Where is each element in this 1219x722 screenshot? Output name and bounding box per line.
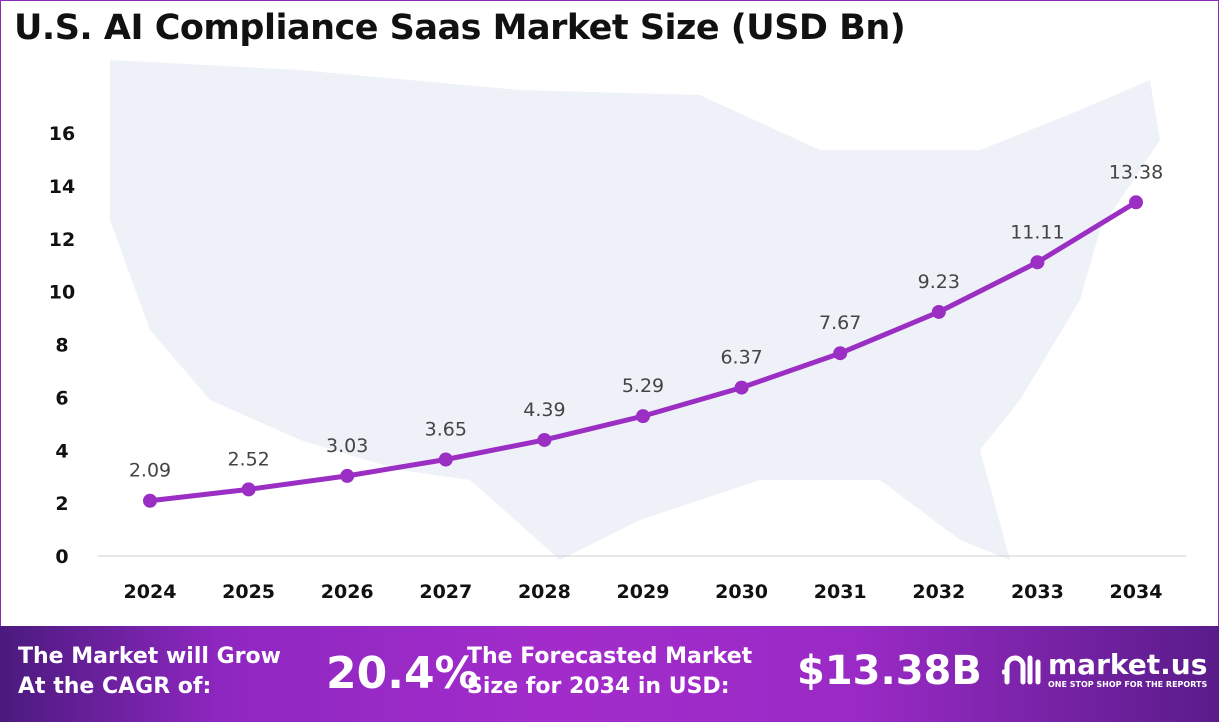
x-tick-label: 2026 [321, 581, 374, 603]
data-point [537, 432, 552, 447]
x-tick-label: 2032 [912, 581, 965, 603]
data-label: 13.38 [1109, 161, 1163, 183]
summary-banner: The Market will Grow At the CAGR of: 20.4… [0, 626, 1219, 722]
x-tick-label: 2029 [617, 581, 670, 603]
market-us-logo-icon [1002, 655, 1041, 685]
x-tick-label: 2034 [1110, 581, 1163, 603]
market-us-logo: market.us ONE STOP SHOP FOR THE REPORTS [1002, 650, 1207, 690]
data-label: 3.03 [326, 435, 368, 457]
chart-title: U.S. AI Compliance Saas Market Size (USD… [14, 8, 906, 48]
data-label: 4.39 [523, 399, 565, 421]
y-tick-label: 0 [55, 546, 68, 568]
data-label: 2.52 [227, 448, 269, 470]
x-tick-label: 2025 [222, 581, 275, 603]
cagr-label: The Market will Grow At the CAGR of: [18, 642, 281, 702]
y-tick-label: 12 [49, 229, 75, 251]
data-point [636, 409, 650, 424]
data-point [143, 493, 157, 508]
data-point [241, 482, 256, 497]
data-point [734, 380, 749, 395]
us-map-background [110, 60, 1160, 560]
forecast-label-line1: The Forecasted Market [467, 644, 753, 669]
data-point [1030, 255, 1045, 270]
x-tick-label: 2028 [518, 581, 571, 603]
data-label: 9.23 [918, 271, 960, 293]
data-label: 7.67 [819, 312, 861, 334]
x-tick-label: 2033 [1011, 581, 1064, 603]
logo-name: market.us [1048, 648, 1208, 681]
data-point [438, 452, 453, 467]
y-tick-label: 10 [49, 282, 75, 304]
y-tick-label: 6 [55, 387, 68, 409]
data-label: 5.29 [622, 375, 664, 397]
data-point [1129, 195, 1143, 210]
x-tick-label: 2027 [419, 581, 472, 603]
data-point [833, 346, 848, 361]
data-label: 11.11 [1010, 221, 1064, 243]
y-tick-label: 4 [55, 440, 68, 462]
forecast-value: $13.38B [797, 648, 982, 694]
x-tick-label: 2031 [814, 581, 867, 603]
cagr-label-line1: The Market will Grow [18, 644, 281, 669]
cagr-label-line2: At the CAGR of: [18, 674, 212, 699]
line-chart: 0 2 4 6 8 10 12 14 16 2024 2025 2026 2027 2028 2029 203… [49, 60, 1186, 603]
data-label: 3.65 [425, 419, 467, 441]
forecast-label: The Forecasted Market Size for 2034 in US… [467, 642, 752, 702]
x-tick-label: 2024 [124, 581, 177, 603]
data-point [340, 468, 355, 483]
logo-tagline: ONE STOP SHOP FOR THE REPORTS [1048, 680, 1208, 689]
y-tick-label: 16 [49, 123, 75, 145]
y-tick-label: 8 [55, 335, 68, 357]
x-tick-label: 2030 [715, 581, 768, 603]
data-label: 6.37 [720, 347, 762, 369]
data-point [931, 304, 946, 319]
forecast-label-line2: Size for 2034 in USD: [467, 674, 730, 699]
y-tick-label: 14 [49, 176, 75, 198]
cagr-value: 20.4% [326, 648, 479, 699]
data-label: 2.09 [129, 460, 171, 482]
y-tick-label: 2 [55, 493, 68, 515]
